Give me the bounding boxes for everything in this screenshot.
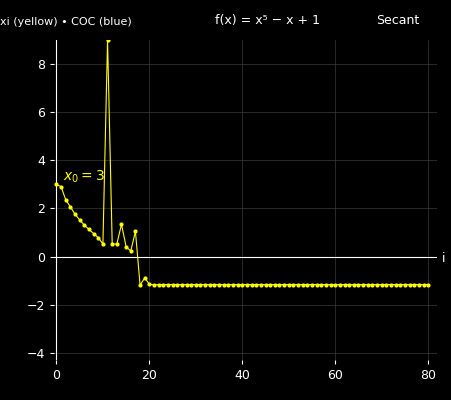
Point <box>202 282 209 288</box>
Point <box>271 282 278 288</box>
Point <box>123 244 130 250</box>
Text: xi (yellow) • COC (blue): xi (yellow) • COC (blue) <box>0 17 132 27</box>
Point <box>345 282 353 288</box>
Point <box>118 221 125 228</box>
Text: $x_0 = 3$: $x_0 = 3$ <box>64 169 105 185</box>
Point <box>160 282 167 288</box>
Point <box>290 282 297 288</box>
Point <box>192 282 199 288</box>
Point <box>71 211 78 217</box>
Point <box>239 282 246 288</box>
Text: f(x) = x⁵ − x + 1: f(x) = x⁵ − x + 1 <box>215 14 320 27</box>
Point <box>322 282 330 288</box>
Point <box>397 282 404 288</box>
Point <box>308 282 316 288</box>
Point <box>174 282 181 288</box>
Point <box>234 282 241 288</box>
Point <box>364 282 371 288</box>
Point <box>341 282 348 288</box>
Point <box>424 282 432 288</box>
Point <box>420 282 427 288</box>
Point <box>378 282 385 288</box>
Point <box>155 282 162 288</box>
Point <box>267 282 274 288</box>
Point <box>257 282 264 288</box>
Point <box>383 282 390 288</box>
Point <box>299 282 306 288</box>
Point <box>281 282 288 288</box>
Point <box>85 226 92 233</box>
Point <box>206 282 213 288</box>
Point <box>183 282 190 288</box>
Point <box>216 282 223 288</box>
Point <box>410 282 418 288</box>
Point <box>211 282 218 288</box>
Point <box>53 181 60 188</box>
Point <box>304 282 311 288</box>
Point <box>327 282 334 288</box>
Point <box>285 282 292 288</box>
Point <box>90 230 97 237</box>
Point <box>164 282 171 288</box>
Text: i: i <box>442 252 446 266</box>
Point <box>146 281 153 288</box>
Point <box>197 282 204 288</box>
Point <box>248 282 255 288</box>
Point <box>387 282 395 288</box>
Point <box>132 228 139 234</box>
Point <box>244 282 251 288</box>
Point <box>188 282 195 288</box>
Point <box>318 282 325 288</box>
Point <box>57 184 64 190</box>
Point <box>151 282 158 288</box>
Text: Secant: Secant <box>376 14 419 27</box>
Point <box>392 282 399 288</box>
Point <box>220 282 227 288</box>
Point <box>127 248 134 254</box>
Point <box>331 282 339 288</box>
Point <box>369 282 376 288</box>
Point <box>401 282 409 288</box>
Point <box>99 241 106 247</box>
Point <box>113 241 120 247</box>
Point <box>253 282 260 288</box>
Point <box>225 282 232 288</box>
Point <box>295 282 302 288</box>
Point <box>62 196 69 203</box>
Point <box>359 282 367 288</box>
Point <box>313 282 320 288</box>
Point <box>350 282 358 288</box>
Point <box>95 234 102 241</box>
Point <box>178 282 185 288</box>
Point <box>230 282 237 288</box>
Point <box>137 282 144 288</box>
Point <box>169 282 176 288</box>
Point <box>76 217 83 223</box>
Point <box>373 282 381 288</box>
Point <box>406 282 413 288</box>
Point <box>336 282 344 288</box>
Point <box>109 241 116 247</box>
Point <box>262 282 269 288</box>
Point <box>81 222 88 228</box>
Point <box>67 204 74 210</box>
Point <box>355 282 362 288</box>
Point <box>141 275 148 281</box>
Point <box>104 37 111 43</box>
Point <box>415 282 423 288</box>
Point <box>276 282 283 288</box>
